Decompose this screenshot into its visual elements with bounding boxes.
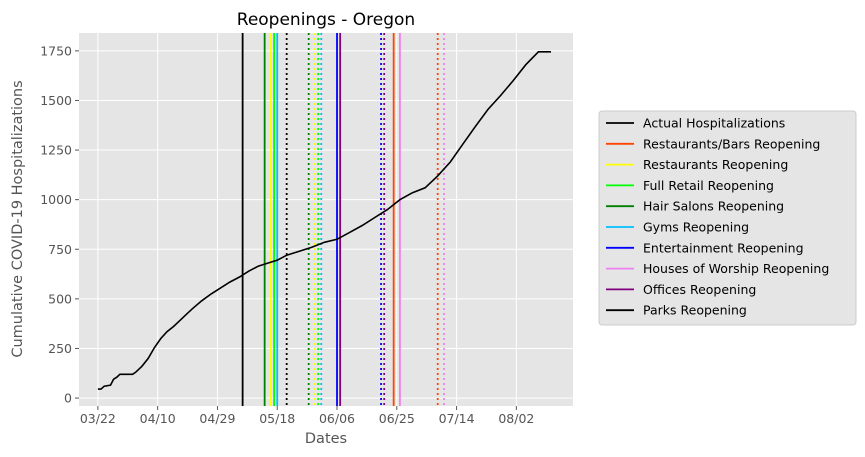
legend-label: Hair Salons Reopening [643,199,784,214]
x-axis-label: Dates [305,431,347,447]
x-tick-label: 03/22 [80,411,116,426]
x-tick-label: 06/06 [319,411,355,426]
x-tick-label: 05/18 [259,411,295,426]
reopening-lines [241,33,445,406]
series-layer [97,50,551,390]
y-axis-label: Cumulative COVID-19 Hospitalizations [10,80,26,357]
legend-label: Offices Reopening [643,282,756,297]
legend-label: Houses of Worship Reopening [643,261,829,276]
y-tick-label: 1500 [40,93,72,108]
legend-label: Full Retail Reopening [643,178,774,193]
x-tick-label: 06/25 [379,411,415,426]
legend-label: Actual Hospitalizations [643,116,785,131]
x-tick-label: 04/10 [140,411,176,426]
actual-hospitalizations-line [97,50,551,390]
y-tick-label: 750 [48,242,72,257]
legend-label: Entertainment Reopening [643,240,804,255]
y-tick-label: 1750 [40,43,72,58]
chart-title: Reopenings - Oregon [237,10,415,30]
y-tick-label: 1000 [40,192,72,207]
legend-label: Restaurants Reopening [643,157,788,172]
y-tick-label: 0 [64,391,72,406]
x-tick-label: 04/29 [199,411,235,426]
y-tick-label: 500 [48,291,72,306]
x-tick-label: 07/14 [439,411,475,426]
legend-label: Restaurants/Bars Reopening [643,136,820,151]
legend-label: Gyms Reopening [643,220,749,235]
y-tick-label: 250 [48,341,72,356]
y-tick-labels: 0 250 500 750 1000 1250 1500 1750 [40,43,79,406]
x-tick-label: 08/02 [498,411,534,426]
y-tick-label: 1250 [40,143,72,158]
legend-box [598,110,857,326]
grid [79,33,573,406]
legend-label: Parks Reopening [643,303,747,318]
plot-area [79,33,573,406]
x-tick-labels: 03/22 04/10 04/29 05/18 06/06 06/25 07/14 08/02 [80,406,534,426]
legend: Actual Hospitalizations Restaurants/Bars … [598,110,857,326]
